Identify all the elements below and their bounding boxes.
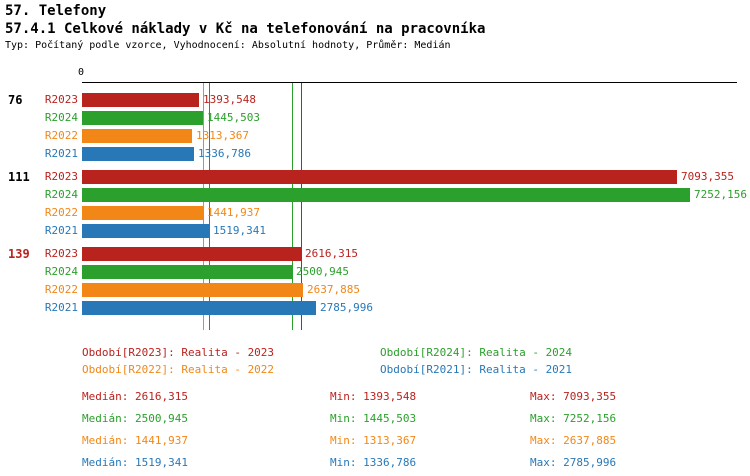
bar-value-111-R2022: 1441,937 xyxy=(207,206,260,219)
series-label-76-R2022: R2022 xyxy=(44,129,78,142)
group-label-76: 76 xyxy=(8,93,23,107)
bar-139-R2022 xyxy=(82,283,303,297)
stat-R2022-max: Max: 2637,885 xyxy=(530,434,617,447)
median-line-R2024 xyxy=(292,83,293,330)
legend-item-R2021: Období[R2021]: Realita - 2021 xyxy=(380,363,573,376)
series-label-111-R2023: R2023 xyxy=(44,170,78,183)
bar-76-R2021 xyxy=(82,147,194,161)
stat-R2022-median: Medián: 1441,937 xyxy=(82,434,188,447)
stat-R2024-min: Min: 1445,503 xyxy=(330,412,417,425)
stat-R2023-max: Max: 7093,355 xyxy=(530,390,617,403)
group-label-139: 139 xyxy=(8,247,30,261)
bar-76-R2024 xyxy=(82,111,203,125)
chart-meta: Typ: Počítaný podle vzorce, Vyhodnocení:… xyxy=(5,40,451,51)
series-label-139-R2021: R2021 xyxy=(44,301,78,314)
median-line-R2022 xyxy=(203,83,204,330)
stat-R2024-max: Max: 7252,156 xyxy=(530,412,617,425)
stat-R2021-min: Min: 1336,786 xyxy=(330,456,417,469)
legend-item-R2022: Období[R2022]: Realita - 2022 xyxy=(82,363,275,376)
bar-value-139-R2021: 2785,996 xyxy=(320,301,373,314)
bar-value-139-R2023: 2616,315 xyxy=(305,247,358,260)
chart-subtitle: 57.4.1 Celkové náklady v Kč na telefonov… xyxy=(5,21,486,37)
bar-value-76-R2021: 1336,786 xyxy=(198,147,251,160)
bar-76-R2022 xyxy=(82,129,192,143)
bar-value-111-R2021: 1519,341 xyxy=(213,224,266,237)
group-label-111: 111 xyxy=(8,170,30,184)
stat-R2022-min: Min: 1313,367 xyxy=(330,434,417,447)
bar-value-111-R2023: 7093,355 xyxy=(681,170,734,183)
series-label-111-R2024: R2024 xyxy=(44,188,78,201)
bar-value-111-R2024: 7252,156 xyxy=(694,188,747,201)
stat-R2024-median: Medián: 2500,945 xyxy=(82,412,188,425)
bar-value-76-R2022: 1313,367 xyxy=(196,129,249,142)
bar-111-R2021 xyxy=(82,224,209,238)
series-label-139-R2022: R2022 xyxy=(44,283,78,296)
series-label-139-R2023: R2023 xyxy=(44,247,78,260)
series-label-139-R2024: R2024 xyxy=(44,265,78,278)
bar-value-139-R2022: 2637,885 xyxy=(307,283,360,296)
bar-139-R2021 xyxy=(82,301,316,315)
series-label-111-R2021: R2021 xyxy=(44,224,78,237)
stat-R2023-median: Medián: 2616,315 xyxy=(82,390,188,403)
stat-R2023-min: Min: 1393,548 xyxy=(330,390,417,403)
legend-item-R2024: Období[R2024]: Realita - 2024 xyxy=(380,346,573,359)
bar-139-R2023 xyxy=(82,247,301,261)
axis-top-line xyxy=(82,82,737,83)
bar-139-R2024 xyxy=(82,265,292,279)
series-label-76-R2023: R2023 xyxy=(44,93,78,106)
stat-R2021-max: Max: 2785,996 xyxy=(530,456,617,469)
bar-value-139-R2024: 2500,945 xyxy=(296,265,349,278)
bar-111-R2022 xyxy=(82,206,203,220)
axis-zero-tick-label: 0 xyxy=(77,67,84,78)
median-line-R2023 xyxy=(301,83,302,330)
series-label-76-R2024: R2024 xyxy=(44,111,78,124)
bar-value-76-R2024: 1445,503 xyxy=(207,111,260,124)
stat-R2021-median: Medián: 1519,341 xyxy=(82,456,188,469)
chart-title: 57. Telefony xyxy=(5,3,107,19)
median-line-R2021 xyxy=(209,83,210,330)
bar-111-R2024 xyxy=(82,188,690,202)
bar-111-R2023 xyxy=(82,170,677,184)
legend-item-R2023: Období[R2023]: Realita - 2023 xyxy=(82,346,275,359)
series-label-76-R2021: R2021 xyxy=(44,147,78,160)
bar-76-R2023 xyxy=(82,93,199,107)
series-label-111-R2022: R2022 xyxy=(44,206,78,219)
bar-value-76-R2023: 1393,548 xyxy=(203,93,256,106)
